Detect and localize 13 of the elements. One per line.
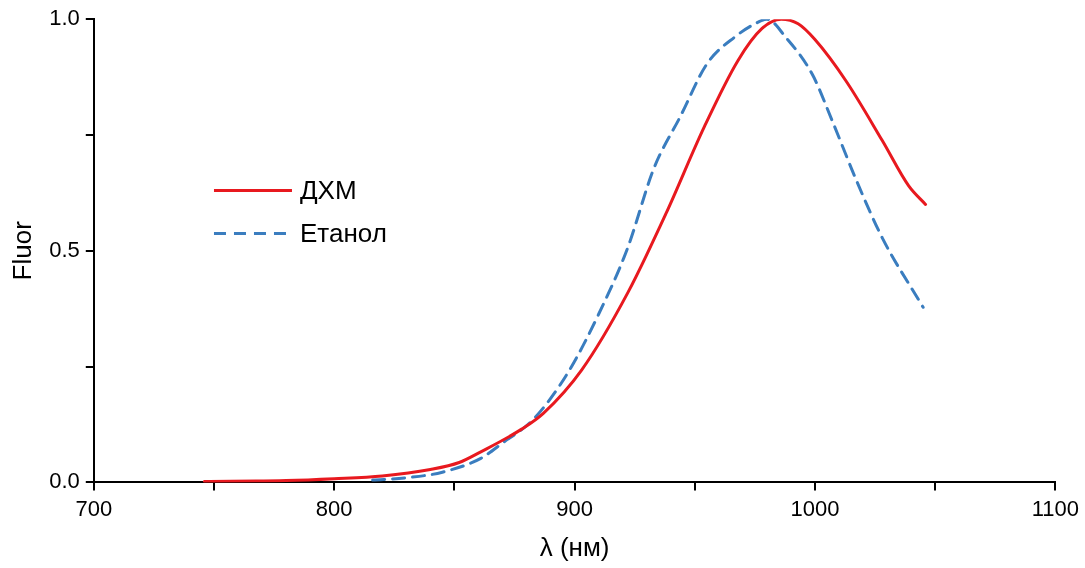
x-tick-label: 1000 [790, 495, 840, 521]
x-tick-label: 800 [315, 495, 353, 521]
y-axis-title: Fluor [6, 220, 37, 281]
y-tick-label: 0.5 [49, 236, 80, 262]
y-tick-label: 1.0 [49, 5, 80, 31]
legend-label: Етанол [299, 217, 387, 248]
x-tick-label: 900 [556, 495, 593, 521]
x-tick-label: 1100 [1031, 495, 1079, 521]
x-axis-title: λ (нм) [539, 531, 610, 562]
line-series [202, 19, 928, 483]
x-tick-label: 700 [75, 495, 113, 521]
y-tick-label: 0.0 [49, 468, 80, 494]
legend-label: ДХМ [299, 174, 357, 205]
